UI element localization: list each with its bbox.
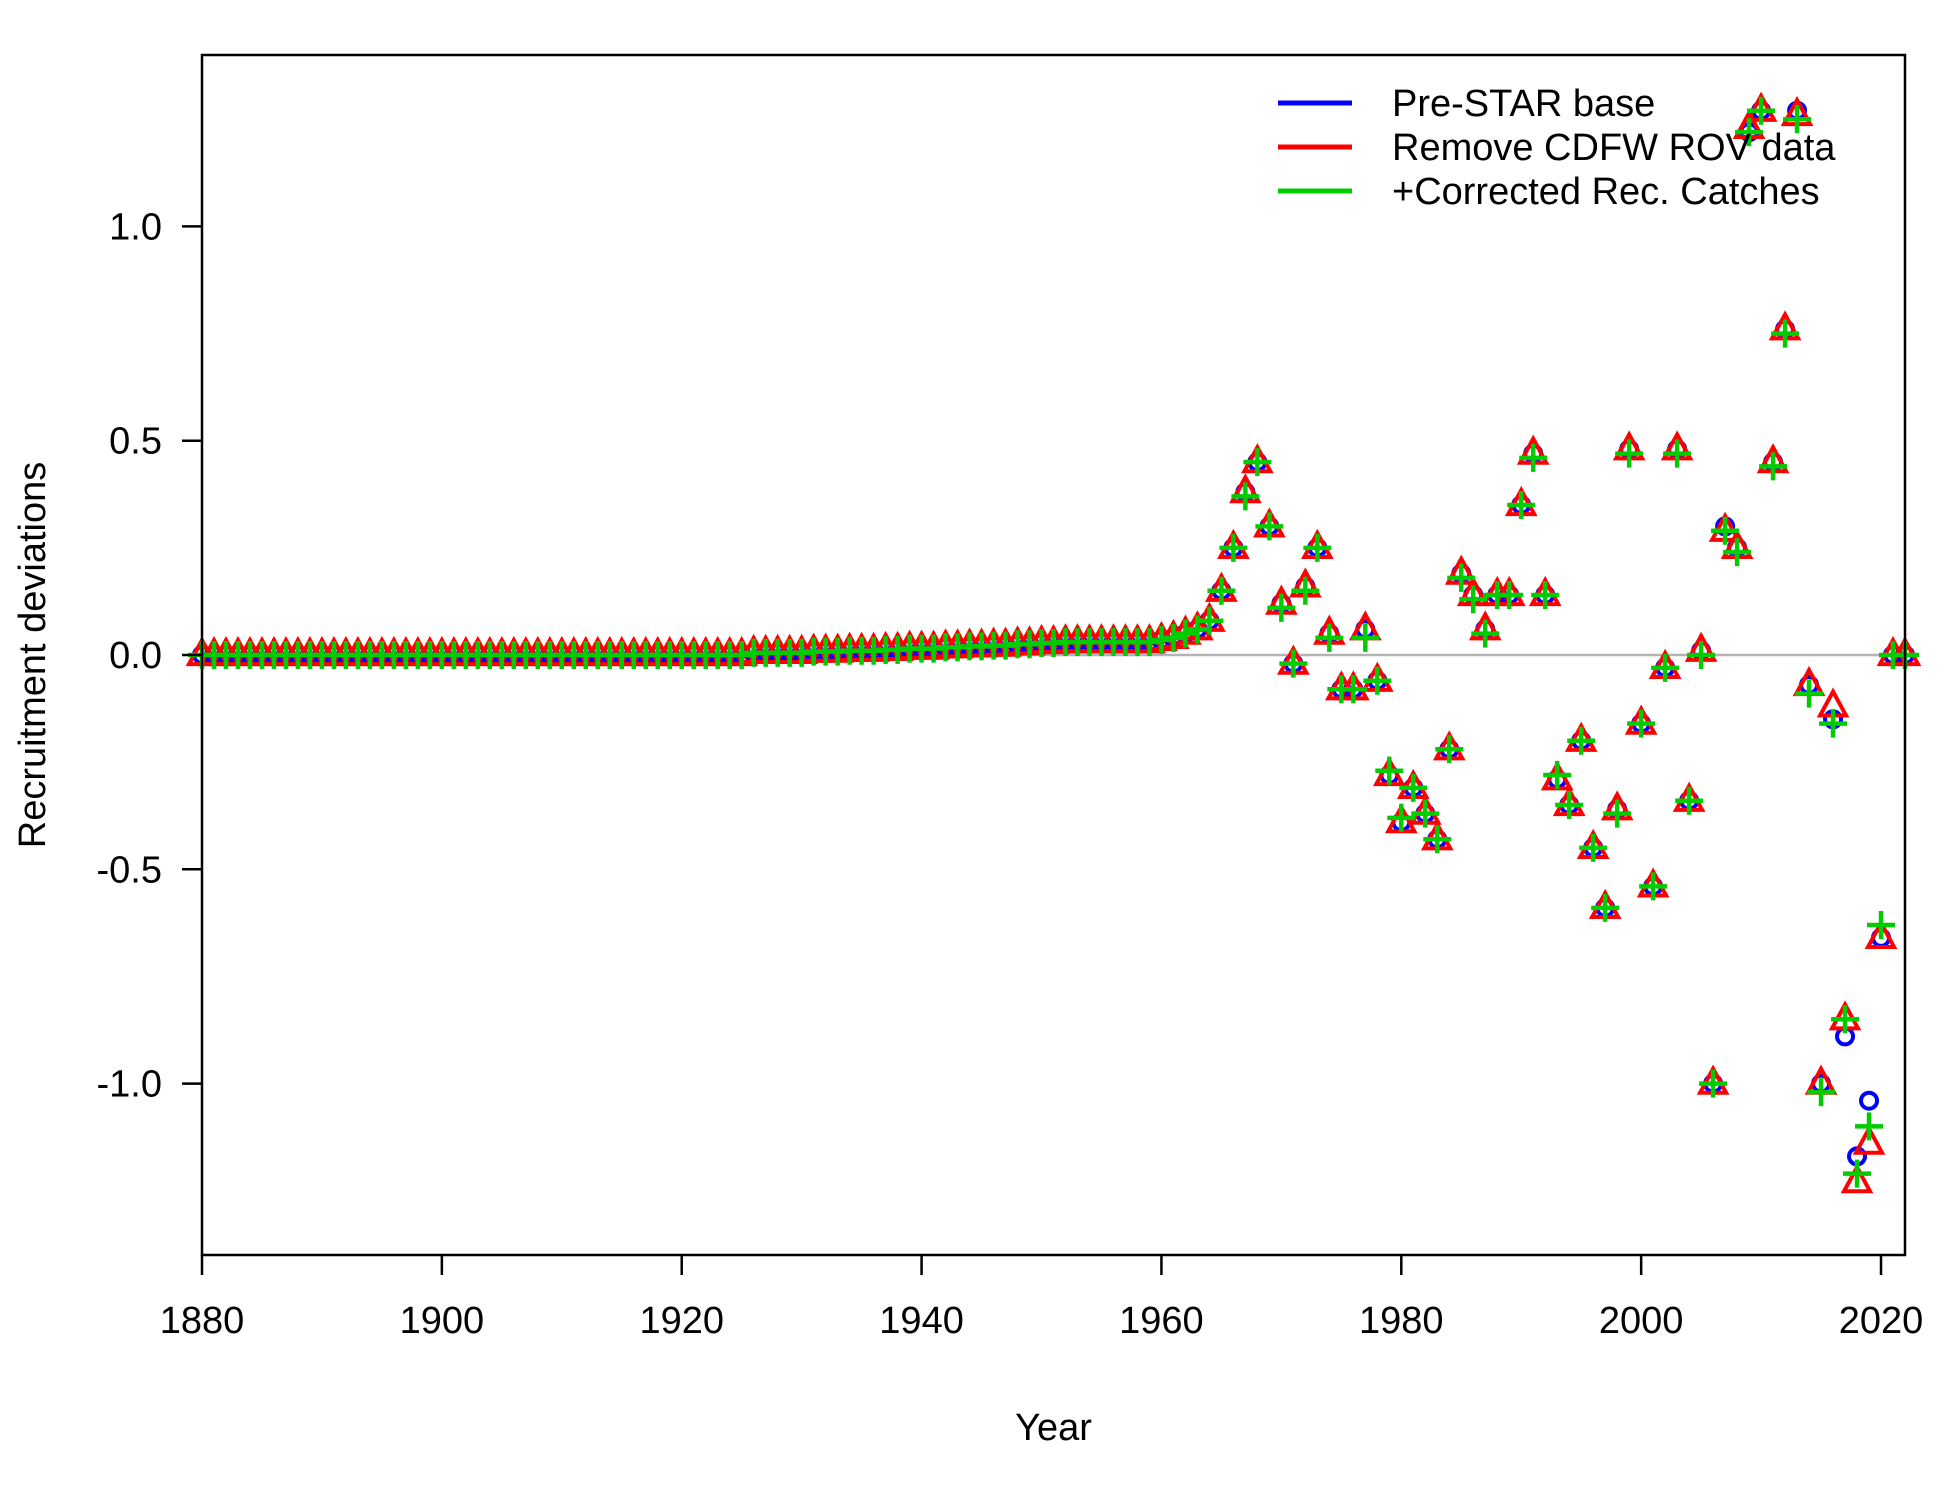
data-point	[1303, 533, 1332, 562]
data-point	[1315, 623, 1344, 652]
data-point	[1687, 641, 1716, 669]
data-point	[1387, 803, 1416, 832]
x-tick-label: 1900	[400, 1300, 485, 1342]
x-axis-title: Year	[1015, 1407, 1092, 1449]
data-point	[1423, 825, 1452, 854]
data-point	[1864, 918, 1898, 949]
y-axis: -1.0 -0.5 0.0 0.5 1.0	[97, 206, 202, 1106]
data-point	[1411, 799, 1440, 828]
data-point	[1195, 606, 1224, 635]
x-tick-label: 1980	[1359, 1300, 1444, 1342]
x-tick-label: 1880	[160, 1300, 245, 1342]
data-point	[1591, 893, 1620, 922]
data-point	[1231, 482, 1260, 511]
data-point	[1807, 1078, 1836, 1107]
data-point	[1351, 623, 1380, 652]
data-point	[1567, 726, 1596, 755]
data-point	[1339, 675, 1368, 704]
data-point	[1459, 585, 1488, 614]
data-point	[1852, 1124, 1886, 1155]
data-point	[1663, 439, 1692, 468]
data-point	[1735, 118, 1764, 147]
y-tick-label: 0.5	[109, 421, 162, 463]
data-point	[1363, 666, 1392, 695]
data-point	[1783, 105, 1812, 134]
data-point	[1243, 448, 1272, 477]
data-point	[1627, 709, 1656, 738]
x-tick-label: 2000	[1599, 1300, 1684, 1342]
data-point	[1399, 773, 1428, 802]
data-point	[1291, 576, 1320, 605]
y-tick-label: -1.0	[97, 1064, 162, 1106]
data-point	[1840, 1163, 1874, 1194]
data-point	[1867, 911, 1896, 939]
series-3-points	[188, 96, 1919, 1188]
data-point	[1207, 576, 1236, 605]
y-axis-title: Recruitment deviations	[12, 462, 54, 849]
data-point	[1279, 649, 1308, 678]
data-point	[1603, 799, 1632, 828]
data-point	[1543, 761, 1572, 789]
data-point	[1267, 593, 1296, 622]
x-tick-label: 2020	[1839, 1300, 1924, 1342]
data-point	[1771, 319, 1800, 348]
data-point	[1747, 96, 1776, 125]
data-point	[1219, 533, 1248, 562]
data-points-layer	[185, 91, 1922, 1194]
x-tick-label: 1960	[1119, 1300, 1204, 1342]
x-tick-label: 1920	[639, 1300, 724, 1342]
y-tick-label: 0.0	[109, 635, 162, 677]
y-tick-label: -0.5	[97, 849, 162, 891]
data-point	[1171, 619, 1200, 648]
data-point	[1615, 439, 1644, 468]
legend-label: Pre-STAR base	[1392, 83, 1655, 125]
data-point	[1843, 1159, 1872, 1188]
legend-label: Remove CDFW ROV data	[1392, 127, 1836, 169]
data-point	[1855, 1112, 1884, 1141]
data-point	[1447, 563, 1476, 592]
data-point	[1819, 709, 1848, 738]
data-point	[1435, 735, 1464, 764]
data-point	[1831, 1005, 1860, 1034]
data-point	[1651, 653, 1680, 682]
x-tick-label: 1940	[879, 1300, 964, 1342]
data-point	[1531, 581, 1560, 609]
data-point	[1639, 872, 1668, 901]
data-point	[1495, 581, 1524, 609]
data-point	[1471, 619, 1500, 648]
data-point	[1759, 452, 1788, 481]
data-point	[1555, 791, 1584, 819]
data-point	[1795, 679, 1824, 708]
data-point	[1711, 516, 1740, 545]
legend-label: +Corrected Rec. Catches	[1392, 171, 1820, 213]
data-point	[1255, 512, 1284, 541]
data-point	[1859, 1090, 1880, 1111]
data-point	[1723, 538, 1752, 567]
x-axis: 1880 1900 1920 1940 1960 1980 2000 2020	[160, 1255, 1924, 1342]
data-point	[1675, 786, 1704, 815]
y-tick-label: 1.0	[109, 206, 162, 248]
data-point	[1507, 491, 1536, 519]
data-point	[1159, 623, 1188, 652]
data-point	[1699, 1069, 1728, 1098]
data-point	[1579, 833, 1608, 862]
data-point	[1519, 443, 1548, 472]
data-point	[1375, 756, 1404, 785]
